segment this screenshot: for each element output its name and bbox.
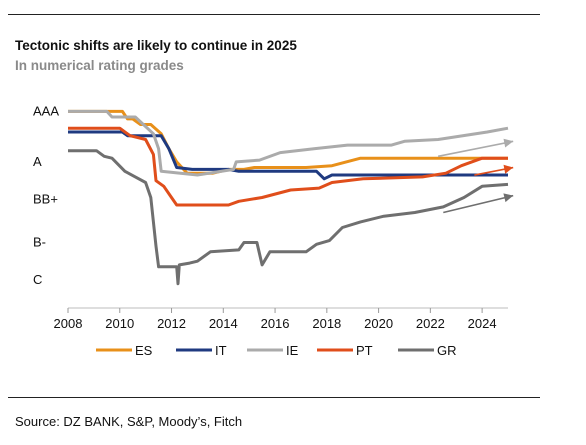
y-tick-label: C <box>33 272 42 287</box>
y-tick-label: A <box>33 154 42 169</box>
trend-arrow-head <box>503 164 514 174</box>
source-note: Source: DZ BANK, S&P, Moody’s, Fitch <box>15 414 243 429</box>
x-tick-label: 2016 <box>261 316 290 331</box>
top-rule <box>8 14 540 15</box>
series-line-pt <box>68 126 508 207</box>
chart-title: Tectonic shifts are likely to continue i… <box>15 38 297 53</box>
legend-label-gr: GR <box>437 343 457 358</box>
line-chart: 2008 2010 2012 2014 2016 2018 2020 2022 2024AAAA… <box>33 103 514 358</box>
chart-axes: 2008 2010 2012 2014 2016 2018 2020 2022 2024AAAA… <box>33 103 508 331</box>
x-tick-label: 2010 <box>105 316 134 331</box>
series-line-ie <box>68 109 509 177</box>
y-tick-label: AAA <box>33 103 59 118</box>
x-tick-label: 2012 <box>157 316 186 331</box>
series-line-it <box>68 130 508 181</box>
x-tick-label: 2008 <box>54 316 83 331</box>
series-line-es <box>68 109 508 175</box>
trend-arrow-line <box>437 140 514 158</box>
chart-legend: ES IT IE PT GR <box>96 343 457 358</box>
trend-arrow-line <box>443 194 514 214</box>
y-tick-label: B- <box>33 234 46 249</box>
x-tick-label: 2024 <box>468 316 497 331</box>
chart-series <box>68 109 509 286</box>
trend-arrows <box>437 138 514 214</box>
series-line-gr <box>68 149 509 286</box>
trend-arrow-head <box>503 138 514 148</box>
x-tick-label: 2014 <box>209 316 238 331</box>
x-tick-label: 2020 <box>364 316 393 331</box>
chart-subtitle: In numerical rating grades <box>15 58 184 73</box>
x-tick-label: 2018 <box>312 316 341 331</box>
legend-label-ie: IE <box>286 343 299 358</box>
bottom-rule <box>8 397 540 398</box>
trend-arrow-head <box>503 193 514 203</box>
x-tick-label: 2022 <box>416 316 445 331</box>
legend-label-it: IT <box>215 343 227 358</box>
legend-label-pt: PT <box>356 343 373 358</box>
y-tick-label: BB+ <box>33 191 58 206</box>
legend-label-es: ES <box>135 343 153 358</box>
